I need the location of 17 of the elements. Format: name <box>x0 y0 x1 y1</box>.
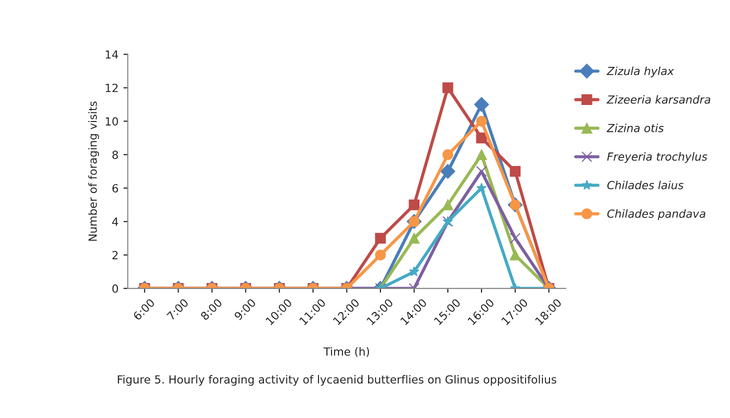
x-axis-title: Time (h) <box>324 347 370 358</box>
legend-label: Freyeria trochylus <box>607 152 708 163</box>
caption: Figure 5. Hourly foraging activity of lycaenid butterflies on Glinus oppositifolius <box>118 375 556 386</box>
legend-label: Chilades laius <box>607 180 684 190</box>
y-tick-label: 2 <box>112 250 118 260</box>
legend-label: Zizeeria karsandra <box>606 95 710 104</box>
y-tick-label: 6 <box>112 184 118 192</box>
legend-label: Zizula hylax <box>606 66 674 78</box>
y-tick-label: 4 <box>112 218 118 226</box>
legend-label: Zizina otis <box>606 124 664 132</box>
y-tick-label: 8 <box>112 150 118 160</box>
y-tick-label: 12 <box>106 84 118 92</box>
y-tick-label: 0 <box>112 284 118 293</box>
y-tick-label: 14 <box>106 50 118 59</box>
y-tick-label: 10 <box>106 117 118 126</box>
y-axis-title: Number of foraging visits <box>88 101 100 241</box>
legend-label: Chilades pandava <box>607 209 706 220</box>
